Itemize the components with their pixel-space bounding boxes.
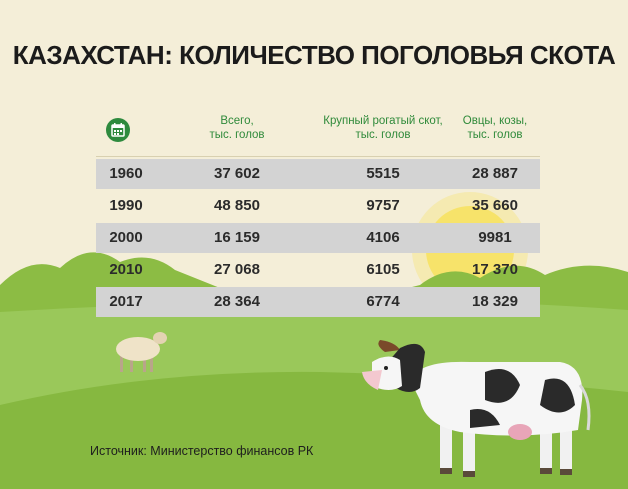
total-cell: 48 850 (214, 197, 260, 214)
total-cell: 37 602 (214, 165, 260, 182)
cattle-cell: 5515 (366, 165, 400, 182)
table-row: 1990 48 850 9757 35 660 (96, 191, 540, 221)
sheep-goats-cell: 28 887 (472, 165, 518, 182)
livestock-table: Всего, тыс. голов Крупный рогатый скот, … (96, 104, 540, 317)
year-cell: 2017 (109, 293, 143, 310)
cattle-cell: 6774 (366, 293, 400, 310)
cattle-cell: 4106 (366, 229, 400, 246)
total-cell: 27 068 (214, 261, 260, 278)
year-cell: 2000 (109, 229, 143, 246)
year-cell: 1990 (109, 197, 143, 214)
year-cell: 2010 (109, 261, 143, 278)
column-header-sheep-goats: Овцы, козы, тыс. голов (450, 114, 540, 142)
sheep-goats-cell: 18 329 (472, 293, 518, 310)
column-header-line: Крупный рогатый скот, (323, 115, 443, 127)
year-cell: 1960 (109, 165, 143, 182)
cow (362, 340, 591, 477)
table-row: 2010 27 068 6105 17 370 (96, 255, 540, 285)
chart-title: КАЗАХСТАН: КОЛИЧЕСТВО ПОГОЛОВЬЯ СКОТА (12, 40, 616, 70)
sheep-goats-cell: 17 370 (472, 261, 518, 278)
column-header-line: тыс. голов (355, 129, 411, 141)
sheep-goats-cell: 35 660 (472, 197, 518, 214)
table-row: 2000 16 159 4106 9981 (96, 223, 540, 253)
column-header-line: Овцы, козы, (462, 115, 528, 127)
cattle-cell: 6105 (366, 261, 400, 278)
table-row: 2017 28 364 6774 18 329 (96, 287, 540, 317)
table-header: Всего, тыс. голов Крупный рогатый скот, … (96, 104, 540, 157)
table-row: 1960 37 602 5515 28 887 (96, 159, 540, 189)
column-header-line: тыс. голов (467, 129, 523, 141)
sheep-goats-cell: 9981 (478, 229, 512, 246)
sheep (116, 332, 167, 372)
calendar-icon (106, 118, 130, 142)
column-header-line: Всего, (220, 115, 254, 127)
source-note: Источник: Министерство финансов РК (90, 444, 314, 458)
total-cell: 16 159 (214, 229, 260, 246)
column-header-line: тыс. голов (209, 129, 265, 141)
total-cell: 28 364 (214, 293, 260, 310)
column-header-total: Всего, тыс. голов (182, 114, 292, 142)
column-header-cattle: Крупный рогатый скот, тыс. голов (322, 114, 444, 142)
cattle-cell: 9757 (366, 197, 400, 214)
